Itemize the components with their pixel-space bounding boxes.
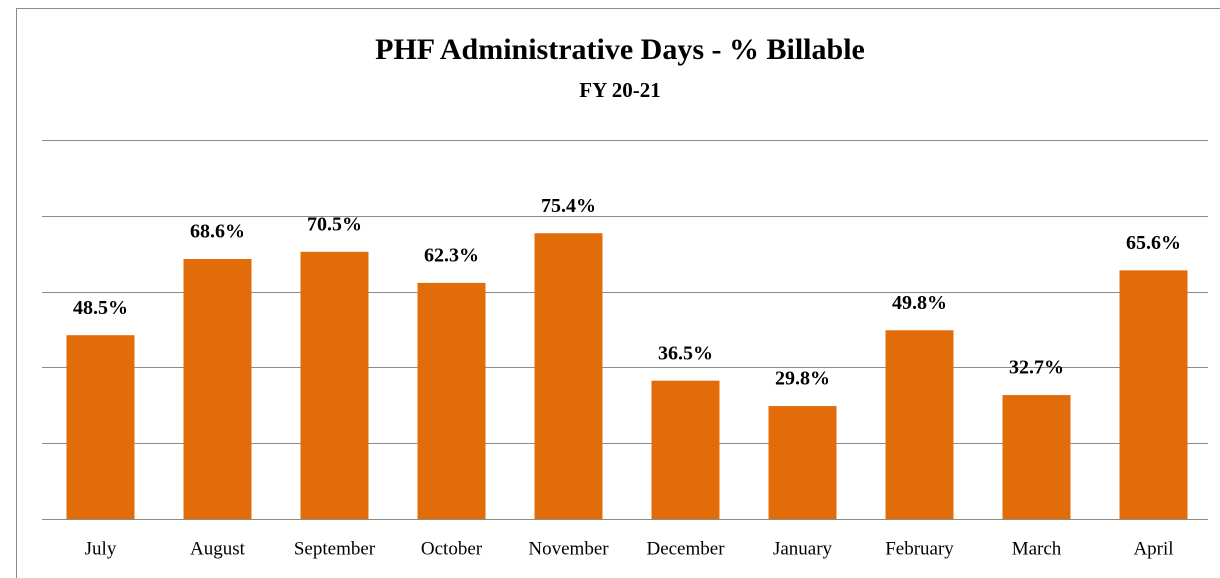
bar [885,330,954,519]
x-tick-label: March [1012,538,1062,559]
bar [300,251,369,519]
bar [768,406,837,519]
data-label: 48.5% [73,297,128,319]
bar [534,233,603,519]
x-tick-label: November [528,538,609,559]
chart-border [16,8,1220,578]
x-tick-label: December [646,538,725,559]
data-label: 75.4% [541,195,596,217]
bar [183,259,252,519]
x-tick-label: February [885,538,954,559]
bar [417,282,486,519]
data-label: 68.6% [190,221,245,243]
bar [651,380,720,519]
chart-title: PHF Administrative Days - % Billable [375,33,865,66]
x-tick-label: April [1133,538,1173,559]
bar [1119,270,1188,519]
data-label: 32.7% [1009,357,1064,379]
x-tick-label: September [294,538,376,559]
bar [66,335,135,519]
data-label: 29.8% [775,368,830,390]
data-label: 70.5% [307,213,362,235]
data-label: 62.3% [424,244,479,266]
chart-subtitle: FY 20-21 [579,78,660,102]
data-label: 65.6% [1126,232,1181,254]
data-label: 36.5% [658,342,713,364]
x-tick-label: October [421,538,483,559]
x-tick-label: January [773,538,833,559]
data-label: 49.8% [892,292,947,314]
x-tick-label: July [85,538,117,559]
x-tick-label: August [190,538,246,559]
bar [1002,395,1071,519]
